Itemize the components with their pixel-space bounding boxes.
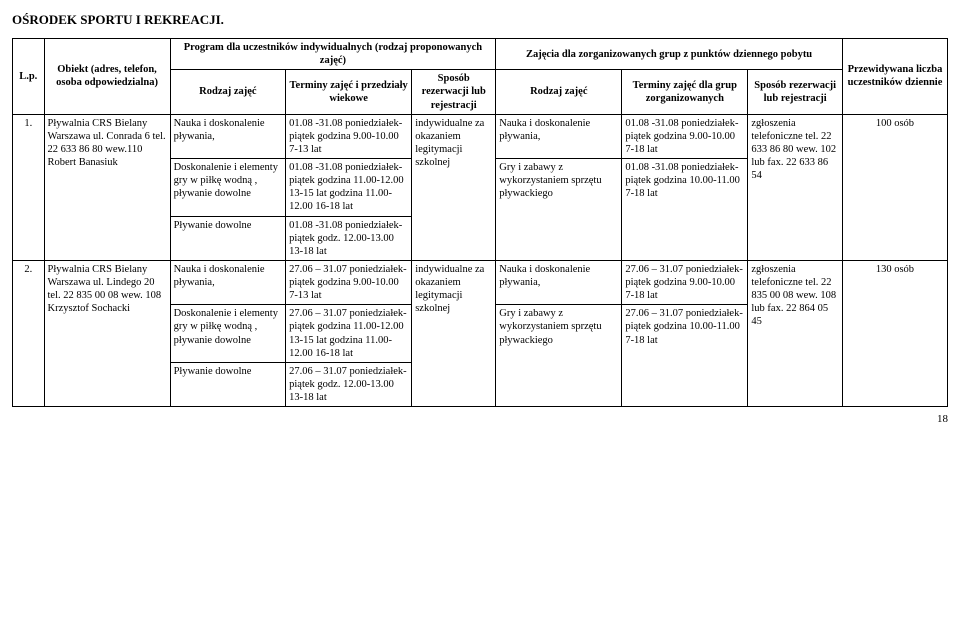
cell-tz1: 01.08 -31.08 poniedziałek-piątek godz. 1… xyxy=(286,216,412,260)
cell-rz1: Doskonalenie i elementy gry w piłkę wodn… xyxy=(170,159,286,217)
table-head: L.p. Obiekt (adres, telefon, osoba odpow… xyxy=(13,39,948,115)
table-row: 1. Pływalnia CRS Bielany Warszawa ul. Co… xyxy=(13,114,948,158)
cell-tz1: 01.08 -31.08 poniedziałek-piątek godzina… xyxy=(286,159,412,217)
page-number: 18 xyxy=(12,413,948,425)
cell-tz2: 01.08 -31.08 poniedziałek-piątek godzina… xyxy=(622,114,748,158)
th-obiekt: Obiekt (adres, telefon, osoba odpowiedzi… xyxy=(44,39,170,115)
cell-tz1: 01.08 -31.08 poniedziałek-piątek godzina… xyxy=(286,114,412,158)
page-title: OŚRODEK SPORTU I REKREACJI. xyxy=(12,12,948,28)
cell-sposob1: indywidualne za okazaniem legitymacji sz… xyxy=(412,260,496,406)
cell-rz2: Nauka i doskonalenie pływania, xyxy=(496,114,622,158)
cell-tz2: 01.08 -31.08 poniedziałek-piątek godzina… xyxy=(622,159,748,261)
cell-sposob2: zgłoszenia telefoniczne tel. 22 835 00 0… xyxy=(748,260,843,406)
cell-tz2: 27.06 – 31.07 poniedziałek-piątek godzin… xyxy=(622,305,748,407)
table-body: 1. Pływalnia CRS Bielany Warszawa ul. Co… xyxy=(13,114,948,407)
th-rz2: Rodzaj zajęć xyxy=(496,70,622,114)
cell-rz1: Doskonalenie i elementy gry w piłkę wodn… xyxy=(170,305,286,363)
th-lp: L.p. xyxy=(13,39,45,115)
cell-lp: 1. xyxy=(13,114,45,260)
cell-prz: 130 osób xyxy=(842,260,947,406)
th-prog-ind: Program dla uczestników indywidualnych (… xyxy=(170,39,496,70)
cell-obiekt: Pływalnia CRS Bielany Warszawa ul. Linde… xyxy=(44,260,170,406)
th-prz: Przewidywana liczba uczestników dziennie xyxy=(842,39,947,115)
schedule-table: L.p. Obiekt (adres, telefon, osoba odpow… xyxy=(12,38,948,407)
th-zorg: Zajęcia dla zorganizowanych grup z punkt… xyxy=(496,39,843,70)
cell-obiekt: Pływalnia CRS Bielany Warszawa ul. Conra… xyxy=(44,114,170,260)
cell-rz2: Nauka i doskonalenie pływania, xyxy=(496,260,622,304)
th-sposob1: Sposób rezerwacji lub rejestracji xyxy=(412,70,496,114)
th-tz1: Terminy zajęć i przedziały wiekowe xyxy=(286,70,412,114)
cell-rz1: Pływanie dowolne xyxy=(170,216,286,260)
cell-rz2: Gry i zabawy z wykorzystaniem sprzętu pł… xyxy=(496,159,622,261)
cell-tz1: 27.06 – 31.07 poniedziałek-piątek godzin… xyxy=(286,305,412,363)
cell-tz1: 27.06 – 31.07 poniedziałek-piątek godzin… xyxy=(286,260,412,304)
cell-sposob2: zgłoszenia telefoniczne tel. 22 633 86 8… xyxy=(748,114,843,260)
cell-sposob1: indywidualne za okazaniem legitymacji sz… xyxy=(412,114,496,260)
cell-rz1: Nauka i doskonalenie pływania, xyxy=(170,114,286,158)
cell-rz2: Gry i zabawy z wykorzystaniem sprzętu pł… xyxy=(496,305,622,407)
cell-lp: 2. xyxy=(13,260,45,406)
cell-tz2: 27.06 – 31.07 poniedziałek-piątek godzin… xyxy=(622,260,748,304)
cell-tz1: 27.06 – 31.07 poniedziałek-piątek godz. … xyxy=(286,362,412,406)
cell-rz1: Pływanie dowolne xyxy=(170,362,286,406)
th-rz1: Rodzaj zajęć xyxy=(170,70,286,114)
th-sposob2: Sposób rezerwacji lub rejestracji xyxy=(748,70,843,114)
cell-rz1: Nauka i doskonalenie pływania, xyxy=(170,260,286,304)
table-row: 2. Pływalnia CRS Bielany Warszawa ul. Li… xyxy=(13,260,948,304)
th-tz2: Terminy zajęć dla grup zorganizowanych xyxy=(622,70,748,114)
cell-prz: 100 osób xyxy=(842,114,947,260)
